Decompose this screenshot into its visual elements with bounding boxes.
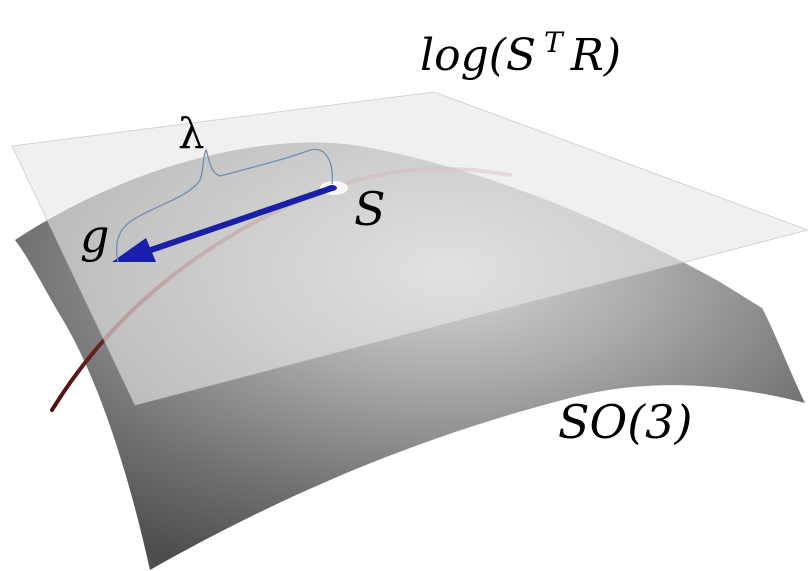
lambda-brace <box>115 148 333 263</box>
vector-label: g <box>80 209 109 263</box>
tangent-vector-shaft <box>145 185 335 254</box>
point-label: S <box>354 182 386 236</box>
tangent-plane <box>11 91 808 406</box>
lambda-label: λ <box>178 109 205 158</box>
tangent-plane-label: log(S T R) <box>420 26 621 81</box>
tangent-vector-head <box>112 238 156 262</box>
manifold-label: SO(3) <box>558 395 692 449</box>
